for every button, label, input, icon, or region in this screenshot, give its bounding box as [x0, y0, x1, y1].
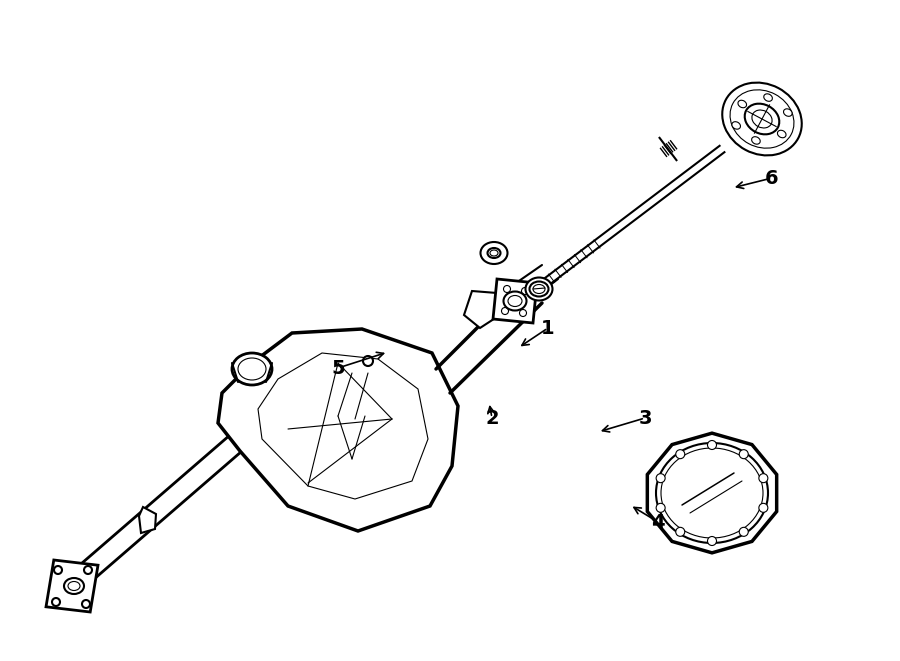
Circle shape: [521, 288, 528, 295]
Polygon shape: [139, 507, 156, 533]
Circle shape: [656, 503, 665, 512]
Polygon shape: [46, 560, 98, 612]
Circle shape: [52, 598, 60, 606]
Circle shape: [759, 474, 768, 483]
Ellipse shape: [778, 130, 786, 137]
Circle shape: [656, 474, 665, 483]
Circle shape: [501, 307, 508, 315]
Ellipse shape: [526, 278, 553, 301]
Circle shape: [739, 527, 748, 536]
Circle shape: [84, 566, 92, 574]
Circle shape: [54, 566, 62, 574]
Circle shape: [707, 440, 716, 449]
Ellipse shape: [488, 248, 500, 258]
Circle shape: [82, 600, 90, 608]
Ellipse shape: [752, 137, 760, 144]
Ellipse shape: [744, 104, 779, 134]
Ellipse shape: [730, 90, 794, 148]
Text: 3: 3: [638, 408, 652, 428]
Circle shape: [759, 503, 768, 512]
Text: 5: 5: [331, 358, 345, 377]
Text: 4: 4: [652, 512, 665, 531]
Circle shape: [676, 449, 685, 459]
Ellipse shape: [503, 292, 526, 311]
Text: 6: 6: [765, 169, 778, 188]
Ellipse shape: [661, 448, 763, 538]
Circle shape: [707, 537, 716, 545]
Text: 1: 1: [541, 319, 554, 338]
Circle shape: [676, 527, 685, 536]
Ellipse shape: [529, 282, 548, 297]
Ellipse shape: [738, 100, 747, 108]
Polygon shape: [218, 329, 458, 531]
Circle shape: [519, 309, 526, 317]
Ellipse shape: [722, 83, 802, 155]
Circle shape: [739, 449, 748, 459]
Polygon shape: [464, 291, 500, 328]
Circle shape: [363, 356, 373, 366]
Polygon shape: [647, 433, 777, 553]
Ellipse shape: [732, 122, 741, 129]
Text: 2: 2: [485, 408, 499, 428]
Ellipse shape: [68, 582, 80, 590]
Circle shape: [503, 286, 510, 293]
Ellipse shape: [481, 242, 508, 264]
Ellipse shape: [784, 109, 792, 116]
Polygon shape: [493, 279, 537, 323]
Ellipse shape: [64, 578, 84, 594]
Ellipse shape: [232, 353, 272, 385]
Ellipse shape: [764, 94, 772, 101]
